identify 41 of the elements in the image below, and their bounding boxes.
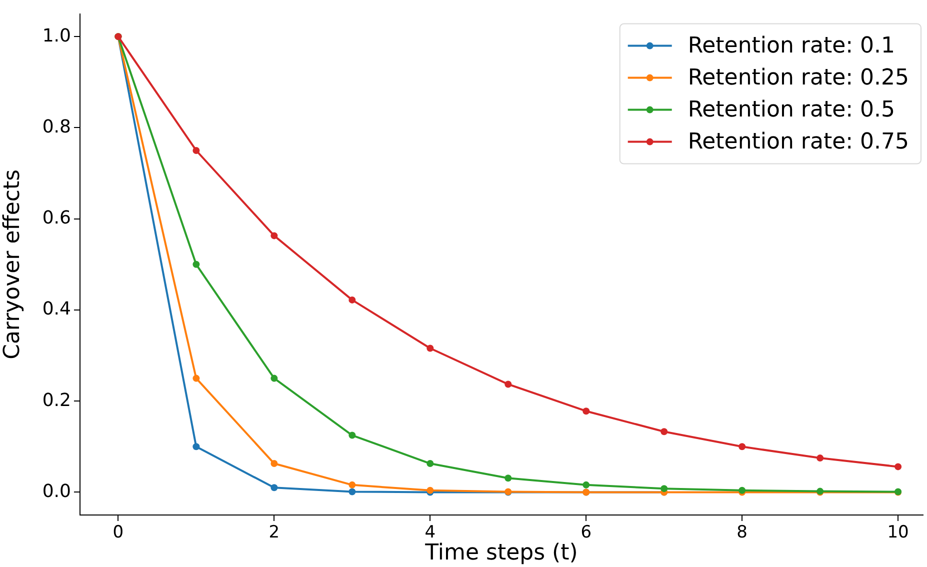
- point: [348, 488, 356, 496]
- point: [270, 460, 278, 468]
- y-tick-label: 0.2: [42, 390, 71, 411]
- x-tick-label: 2: [268, 522, 280, 543]
- x-tick-label: 4: [424, 522, 436, 543]
- point: [660, 428, 668, 436]
- point: [270, 374, 278, 382]
- point: [582, 408, 590, 415]
- point: [348, 296, 356, 304]
- x-tick-label: 8: [736, 522, 748, 543]
- legend-label: Retention rate: 0.75: [688, 130, 910, 155]
- point: [426, 344, 434, 352]
- point: [504, 380, 512, 388]
- y-tick-label: 0.8: [42, 116, 71, 138]
- legend-label: Retention rate: 0.5: [688, 98, 896, 123]
- legend-label: Retention rate: 0.25: [688, 66, 910, 91]
- point: [192, 146, 200, 154]
- point: [582, 481, 590, 488]
- y-tick-label: 0.6: [42, 208, 71, 229]
- point: [504, 474, 512, 482]
- point: [816, 454, 824, 462]
- x-tick-label: 10: [887, 522, 909, 543]
- legend-label: Retention rate: 0.1: [688, 34, 896, 59]
- point: [348, 481, 356, 488]
- point: [738, 443, 746, 450]
- point: [270, 232, 278, 240]
- point: [660, 485, 668, 492]
- x-axis-title: Time steps (t): [424, 540, 578, 566]
- point: [894, 463, 902, 470]
- y-tick-label: 0.0: [42, 480, 71, 502]
- point: [192, 443, 200, 450]
- x-tick-label: 6: [580, 522, 592, 543]
- point: [192, 260, 200, 268]
- x-tick-label: 0: [112, 522, 124, 543]
- point: [348, 432, 356, 439]
- y-tick-label: 0.4: [42, 298, 71, 320]
- y-axis-title: Carryover effects: [0, 169, 25, 360]
- point: [192, 374, 200, 382]
- point: [426, 460, 434, 468]
- y-tick-label: 1.0: [42, 25, 71, 46]
- point: [270, 484, 278, 492]
